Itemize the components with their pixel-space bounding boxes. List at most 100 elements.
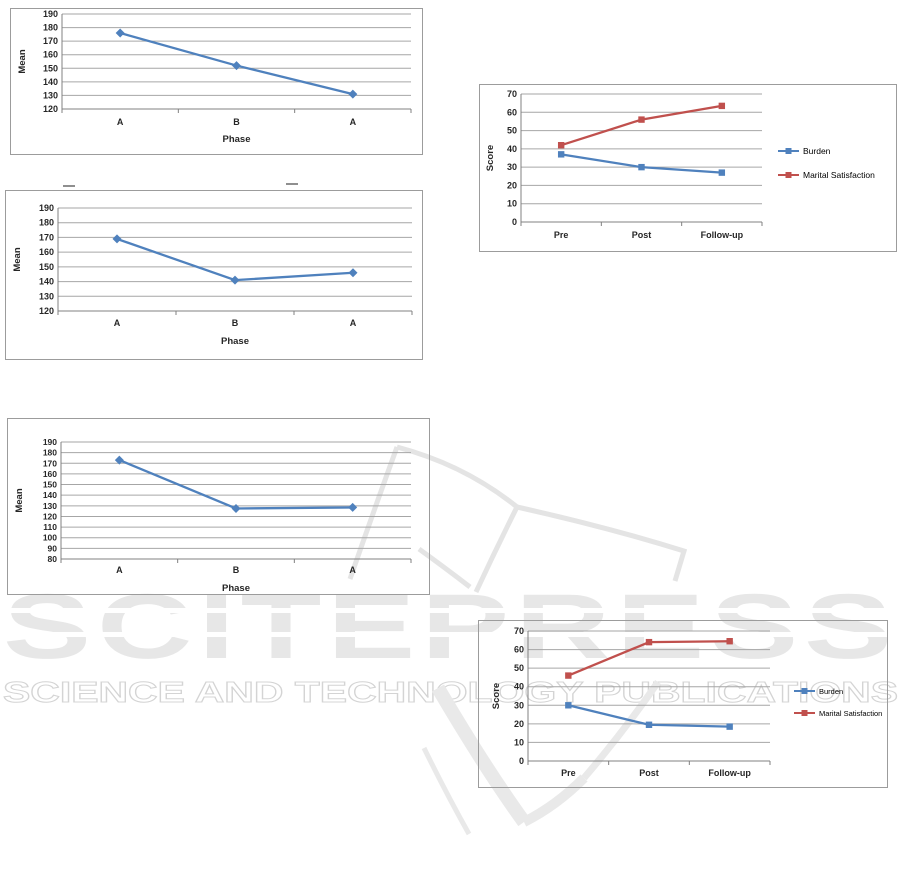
y-tick-label: 120 [39, 306, 54, 316]
series-line-mean [115, 237, 355, 282]
y-tick-label: 190 [43, 437, 57, 447]
logo-pole-diagonal [347, 446, 400, 580]
diamond-marker [114, 455, 124, 465]
y-tick-label: 40 [507, 144, 517, 154]
scitepress-logo-check [421, 680, 661, 836]
abab-mean-chart-participant3: 80 90 100 110 120 130 140 150 160 170 180 190 A B A Pha… [7, 418, 430, 595]
x-category-label: Pre [561, 768, 576, 778]
y-tick-label: 150 [43, 480, 57, 490]
x-category-label: A [350, 318, 357, 328]
square-marker [645, 638, 653, 646]
y-tick-label: 90 [48, 543, 58, 553]
logo-check-thin-stroke [421, 746, 472, 836]
x-category-label: Post [632, 230, 652, 240]
y-tick-label: 170 [39, 232, 54, 242]
y-tick-label: 10 [507, 199, 517, 209]
x-category-label: Pre [554, 230, 569, 240]
x-category-label: B [233, 117, 240, 127]
y-axis-title: Mean [14, 488, 25, 512]
y-tick-label: 150 [39, 262, 54, 272]
y-tick-label: 60 [514, 645, 524, 655]
abab-mean-chart-participant2: 120 130 140 150 160 170 180 190 A B A Phase Mean [5, 190, 423, 360]
x-axis-title: Phase [223, 134, 251, 145]
y-tick-label: 150 [43, 63, 58, 73]
y-tick-label: 50 [507, 126, 517, 136]
logo-check-right-stroke [581, 680, 661, 781]
y-tick-label: 50 [514, 663, 524, 673]
square-marker [726, 638, 733, 645]
y-tick-label: 180 [43, 23, 58, 33]
x-category-label: A [117, 117, 124, 127]
y-tick-label: 190 [43, 9, 58, 19]
square-marker [557, 142, 565, 149]
y-axis-title: Score [491, 683, 502, 709]
chart1-svg: 120 130 140 150 160 170 180 190 A B A Phase Mean [17, 9, 412, 145]
square-marker [638, 163, 645, 171]
logo-wing-right-arc [516, 504, 688, 582]
y-tick-label: 180 [39, 218, 54, 228]
y-tick-label: 140 [43, 490, 57, 500]
x-category-label: Follow-up [708, 768, 751, 778]
x-category-label: B [232, 318, 239, 328]
y-tick-label: 40 [514, 682, 524, 692]
outcome-score-chart-participant3: 0 10 20 30 40 50 60 70 Pre Post Follow-up Score Burd… [478, 620, 888, 788]
x-category-label: A [349, 565, 356, 575]
legend-marker [785, 172, 792, 178]
square-marker [557, 151, 565, 158]
y-tick-label: 110 [43, 522, 57, 532]
y-tick-label: 190 [39, 203, 54, 213]
logo-lower-left-arc [417, 546, 472, 589]
abab-mean-chart-participant1: 120 130 140 150 160 170 180 190 A B A Phase Mean [10, 8, 423, 155]
y-tick-label: 20 [514, 719, 524, 729]
y-tick-label: 160 [39, 247, 54, 257]
x-category-label: A [350, 117, 357, 127]
y-tick-label: 80 [48, 554, 58, 564]
x-axis-title: Phase [221, 336, 249, 347]
y-tick-label: 160 [43, 469, 57, 479]
y-tick-label: 130 [43, 501, 57, 511]
stencil-slit [0, 608, 901, 613]
x-axis-title: Phase [222, 583, 250, 594]
logo-check-left-stroke [431, 684, 530, 827]
y-tick-label: 100 [43, 533, 57, 543]
y-tick-label: 140 [39, 277, 54, 287]
x-category-label: A [116, 565, 123, 575]
y-tick-label: 0 [512, 217, 517, 227]
diamond-marker [232, 61, 241, 71]
y-tick-label: 140 [43, 77, 58, 87]
legend-label: Burden [819, 687, 843, 696]
x-category-label: Follow-up [701, 230, 744, 240]
diamond-marker [115, 28, 125, 38]
y-tick-label: 0 [519, 756, 524, 766]
diamond-marker [348, 502, 358, 512]
square-marker [726, 723, 733, 730]
y-tick-label: 170 [43, 36, 58, 46]
square-marker [718, 102, 726, 110]
legend-marker [801, 710, 808, 716]
scitepress-logo-wing [347, 444, 688, 594]
square-marker [565, 672, 572, 679]
outcome-score-chart-participant1: 0 10 20 30 40 50 60 70 Pre Post Follow-up Score Burd… [479, 84, 897, 252]
y-axis-title: Mean [12, 247, 23, 271]
y-tick-label: 70 [514, 626, 524, 636]
y-tick-label: 20 [507, 180, 517, 190]
cropped-text-artifact [63, 185, 75, 187]
logo-check-bottom-stroke [521, 774, 588, 827]
series-line-marital-satisfaction [567, 640, 731, 677]
watermark-title: SCITEPRESS [3, 576, 898, 678]
legend-marker [785, 148, 792, 154]
y-tick-label: 30 [514, 700, 524, 710]
x-category-label: Post [639, 768, 659, 778]
legend-label: Burden [803, 146, 831, 156]
chart3-svg: 120 130 140 150 160 170 180 190 A B A Phase Mean [12, 203, 413, 347]
chart2-svg: 0 10 20 30 40 50 60 70 Pre Post Follow-up Score Burd… [485, 89, 875, 240]
diamond-marker [348, 89, 358, 99]
y-tick-label: 130 [43, 90, 58, 100]
y-axis-title: Score [485, 145, 496, 171]
diamond-marker [230, 275, 240, 285]
square-marker [565, 702, 572, 709]
stencil-slit [0, 632, 901, 637]
